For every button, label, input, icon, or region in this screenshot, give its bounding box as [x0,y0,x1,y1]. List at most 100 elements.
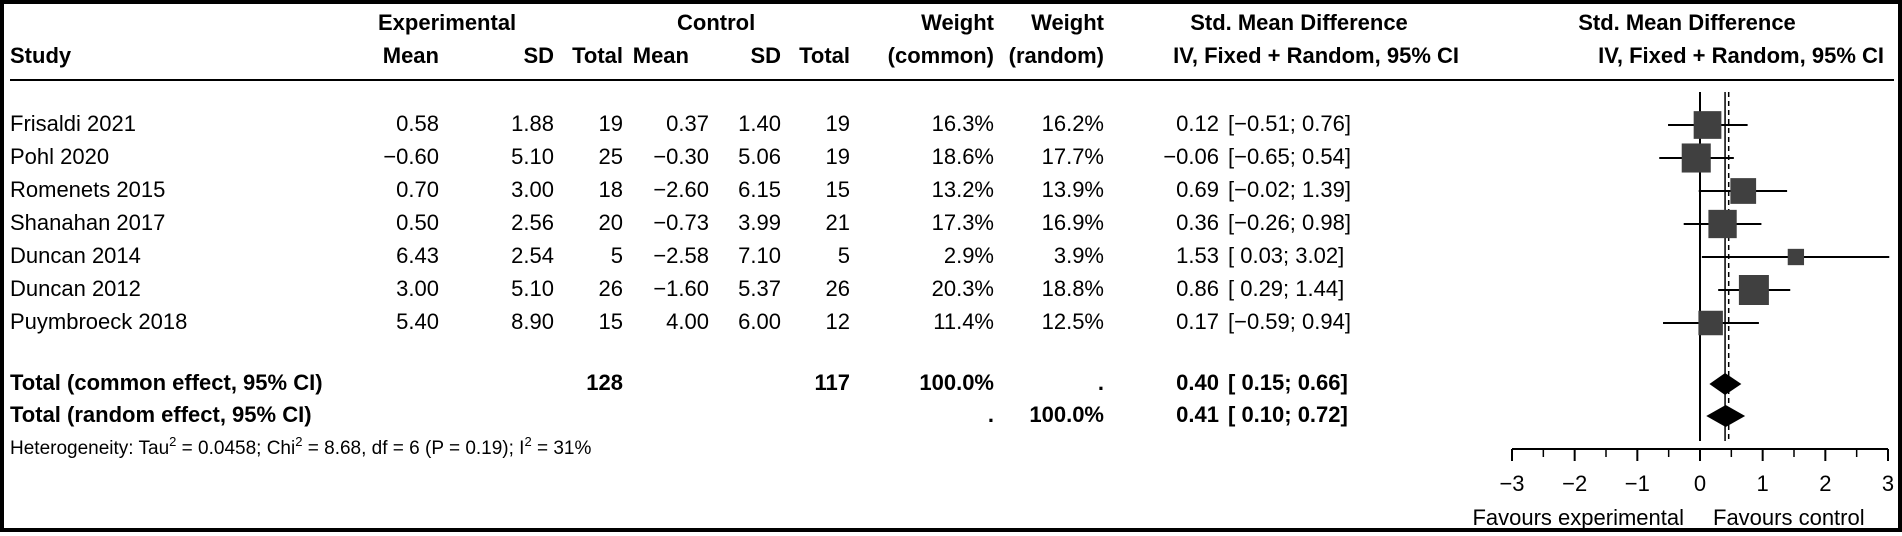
favours-control-label: Favours control [1713,505,1865,530]
n-e: 25 [598,144,623,169]
total-common-ci: [ 0.15; 0.66] [1228,370,1348,395]
weight-random: 13.9% [1041,177,1104,202]
smd-value: 0.36 [1176,210,1219,235]
weight-random: 16.2% [1041,111,1104,136]
mean-c: −0.30 [653,144,709,169]
sd-e: 3.00 [511,177,554,202]
total-common-n-c: 117 [814,370,851,395]
smd-value: 0.86 [1176,276,1219,301]
weight-common: 20.3% [931,276,994,301]
mean-c: 0.37 [666,111,709,136]
pooled-random-diamond [1706,405,1746,427]
weight-common: 13.2% [931,177,994,202]
n-c: 15 [825,177,850,202]
ci-value: [ 0.29; 1.44] [1228,276,1345,301]
mean-e: 3.00 [396,276,439,301]
header-sd-e: SD [523,43,554,68]
x-axis-tick-label: 0 [1694,471,1706,496]
sd-e: 5.10 [511,144,554,169]
total-random-weight-random: 100.0% [1029,402,1104,427]
weight-common: 2.9% [943,243,994,268]
x-axis-tick-label: 2 [1819,471,1831,496]
weight-random: 17.7% [1041,144,1104,169]
header-method-plot: IV, Fixed + Random, 95% CI [1598,43,1884,68]
study-point [1787,248,1805,266]
smd-value: 1.53 [1176,243,1219,268]
ci-value: [−0.59; 0.94] [1228,309,1351,334]
forest-plot: −3 −2 −1 0 1 2 3 [1499,92,1894,496]
x-axis-tick-label: 3 [1882,471,1894,496]
study-point [1681,143,1711,173]
header-method-table: IV, Fixed + Random, 95% CI [1173,43,1459,68]
x-axis-tick-label: 1 [1757,471,1769,496]
total-common-weight-random: . [1097,370,1104,395]
n-c: 12 [825,309,850,334]
study-point [1708,209,1737,239]
n-e: 26 [598,276,623,301]
favours-experimental-label: Favours experimental [1472,505,1684,530]
weight-random: 18.8% [1041,276,1104,301]
sd-c: 5.37 [738,276,781,301]
n-e: 18 [598,177,623,202]
header-control: Control [677,10,756,35]
sd-e: 5.10 [511,276,554,301]
sd-e: 2.56 [511,210,554,235]
n-e: 15 [598,309,623,334]
weight-common: 16.3% [931,111,994,136]
mean-c: −0.73 [653,210,709,235]
smd-value: 0.17 [1176,309,1219,334]
header-rule [10,79,1894,81]
mean-e: 0.70 [396,177,439,202]
header-common: (common) [887,43,994,68]
weight-common: 18.6% [931,144,994,169]
study-name: Puymbroeck 2018 [10,309,188,334]
ci-value: [−0.65; 0.54] [1228,144,1351,169]
ci-value: [−0.02; 1.39] [1228,177,1351,202]
sd-c: 6.00 [738,309,781,334]
smd-value: 0.69 [1176,177,1219,202]
study-point [1693,111,1722,139]
study-point [1738,275,1769,305]
header-sd-c: SD [750,43,781,68]
sd-c: 1.40 [738,111,781,136]
mean-c: −2.58 [653,243,709,268]
sd-e: 8.90 [511,309,554,334]
n-e: 5 [610,243,623,268]
study-name: Romenets 2015 [10,177,166,202]
header-random: (random) [1008,43,1104,68]
n-c: 5 [837,243,850,268]
sd-c: 3.99 [738,210,781,235]
header-mean-c: Mean [632,43,689,68]
header-smd-table: Std. Mean Difference [1190,10,1408,35]
total-random-weight-common: . [987,402,994,427]
study-point [1698,310,1723,336]
sd-e: 1.88 [511,111,554,136]
smd-value: 0.12 [1176,111,1219,136]
pooled-common-diamond [1709,373,1742,395]
n-c: 19 [825,111,850,136]
sd-c: 6.15 [738,177,781,202]
total-common-label: Total (common effect, 95% CI) [10,370,323,395]
n-c: 21 [825,210,850,235]
header-study: Study [10,43,72,68]
weight-common: 11.4% [933,309,994,334]
sd-e: 2.54 [511,243,554,268]
sd-c: 5.06 [738,144,781,169]
mean-e: −0.60 [383,144,439,169]
weight-random: 12.5% [1041,309,1104,334]
header-weight-random: Weight [1031,10,1104,35]
header-smd-plot: Std. Mean Difference [1578,10,1796,35]
weight-random: 16.9% [1041,210,1104,235]
header-total-c: Total [799,43,850,68]
mean-e: 5.40 [396,309,439,334]
heterogeneity-text: Heterogeneity: Tau2 = 0.0458; Chi2 = 8.6… [10,434,592,459]
x-axis-tick-label: −1 [1625,471,1650,496]
total-random-smd: 0.41 [1176,402,1219,427]
study-point [1730,178,1757,204]
total-random-label: Total (random effect, 95% CI) [10,402,312,427]
total-common-n-e: 128 [586,370,623,395]
sd-c: 7.10 [738,243,781,268]
x-axis-tick-label: −2 [1562,471,1587,496]
n-e: 20 [598,210,623,235]
ci-value: [ 0.03; 3.02] [1228,243,1345,268]
